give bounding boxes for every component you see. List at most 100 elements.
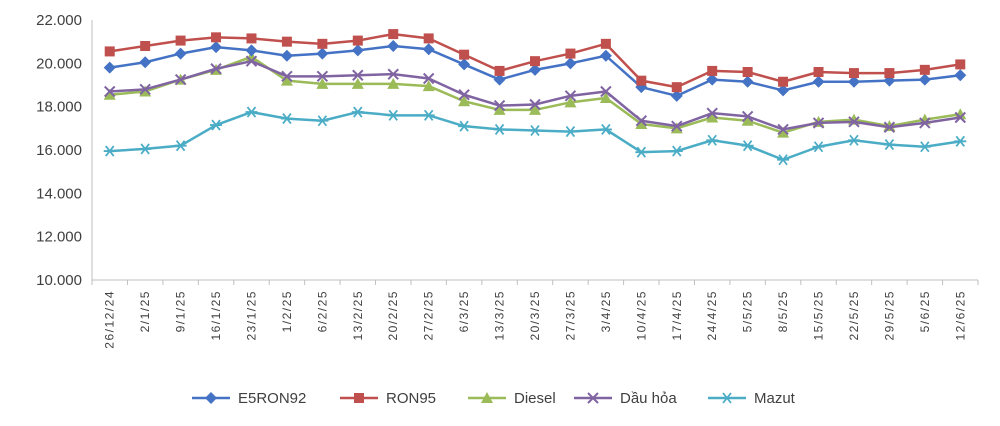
data-point [316,77,329,89]
data-point [741,114,754,126]
legend: E5RON92 RON95 Diesel Dầu hỏa Mazut [192,390,796,407]
data-point [671,82,682,93]
data-point [599,123,612,135]
data-point [635,146,648,158]
data-point [458,89,470,101]
x-tick-label: 16/1/25 [209,290,223,341]
data-point [104,46,115,57]
x-tick-label: 1/2/25 [280,290,294,332]
x-axis-ticks: 26/12/24 2/1/25 9/1/25 16/1/25 23/1/25 1/2/25… [91,280,979,349]
y-tick-label: 18.000 [36,99,82,116]
data-point [493,73,506,86]
data-point [636,75,647,86]
data-point [458,120,471,132]
data-point [245,55,258,67]
data-point [422,72,435,85]
data-point [848,116,860,128]
x-tick-label: 5/6/25 [918,290,932,332]
data-point [883,139,896,151]
data-point [954,135,967,147]
data-point [812,75,825,88]
x-tick-label: 13/3/25 [493,290,507,341]
data-point [847,134,860,146]
x-tick-label: 15/5/25 [812,290,826,341]
legend-item: Dầu hỏa [574,390,677,407]
data-point [459,49,470,60]
legend-marker [721,392,733,404]
legend-label: Diesel [514,390,556,407]
data-point [280,49,293,62]
data-point [954,108,967,120]
data-point [741,110,754,123]
data-point [422,109,435,121]
data-point [387,77,400,89]
x-tick-label: 12/6/25 [953,290,967,341]
data-point [210,63,222,75]
data-point [529,124,541,137]
data-point [777,154,790,166]
series-ron95 [104,29,966,93]
x-tick-label: 27/2/25 [422,290,436,341]
series-lines [103,29,967,166]
data-point [599,92,612,103]
x-tick-label: 22/5/25 [847,290,861,341]
data-point [777,126,790,138]
data-point [919,64,930,75]
data-point [210,41,223,54]
data-point [564,96,577,108]
y-tick-label: 12.000 [36,229,82,246]
data-point [388,29,399,40]
legend-marker [205,392,217,404]
x-tick-label: 3/4/25 [599,290,613,332]
data-point [955,59,966,70]
data-point [422,80,435,92]
data-point [706,107,718,119]
data-point [847,75,860,88]
data-point [422,43,435,56]
data-point [387,109,400,121]
legend-marker [354,393,364,403]
data-point [918,141,931,153]
data-point [351,106,364,118]
x-tick-label: 6/3/25 [457,290,471,332]
legend-marker [481,392,493,403]
data-point [670,145,683,157]
data-point [778,76,789,87]
data-point [529,103,541,115]
x-tick-label: 27/3/25 [563,290,577,341]
data-point [777,123,789,136]
x-tick-label: 13/2/25 [351,290,365,341]
data-point [670,122,683,134]
data-point [387,40,400,52]
x-tick-label: 10/4/25 [634,290,648,341]
y-tick-label: 22.000 [36,12,82,29]
data-point [812,141,825,153]
data-point [139,85,152,97]
data-point [139,143,152,155]
legend-label: E5RON92 [238,390,306,407]
data-point [564,57,577,70]
data-point [494,65,505,76]
data-point [493,103,506,115]
data-point [210,119,223,131]
data-point [954,111,966,124]
data-point [316,47,329,60]
data-point [741,75,754,88]
data-point [706,73,719,86]
x-tick-label: 2/1/25 [138,290,152,332]
legend-item: Diesel [468,390,556,407]
data-point [103,145,116,157]
data-point [351,44,364,57]
data-point [706,111,719,123]
data-point [670,89,683,102]
x-tick-label: 9/1/25 [174,290,188,332]
data-point [458,58,471,71]
data-point [174,47,187,60]
data-point [139,83,151,96]
x-tick-label: 6/2/25 [315,290,329,332]
data-point [706,134,719,146]
data-point [246,33,257,44]
data-point [281,36,292,47]
legend-item: Mazut [708,390,796,407]
series-mazut [103,106,967,166]
